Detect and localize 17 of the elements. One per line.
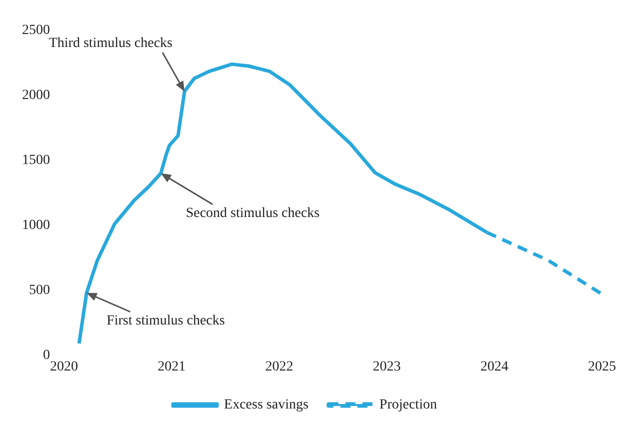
x-tick-label: 2022	[265, 359, 294, 374]
x-tick-label: 2023	[372, 359, 401, 374]
x-tick-label: 2025	[588, 359, 616, 374]
y-tick-label: 1000	[22, 218, 50, 233]
y-tick-label: 500	[29, 282, 50, 298]
annotation: Third stimulus checks	[48, 36, 173, 52]
y-tick-label: 2500	[22, 23, 50, 38]
annotation: Second stimulus checks	[186, 206, 320, 221]
y-tick-label: 0	[43, 348, 50, 363]
x-tick-label: 2021	[158, 359, 186, 374]
annotation: First stimulus checks	[106, 314, 225, 329]
legend-label: Projection	[379, 398, 437, 413]
x-tick-label: 2020	[50, 359, 78, 374]
y-tick-label: 2000	[22, 88, 50, 104]
y-tick-label: 1500	[22, 152, 50, 168]
legend-label: Excess savings	[224, 398, 308, 413]
x-tick-label: 2024	[480, 359, 508, 374]
